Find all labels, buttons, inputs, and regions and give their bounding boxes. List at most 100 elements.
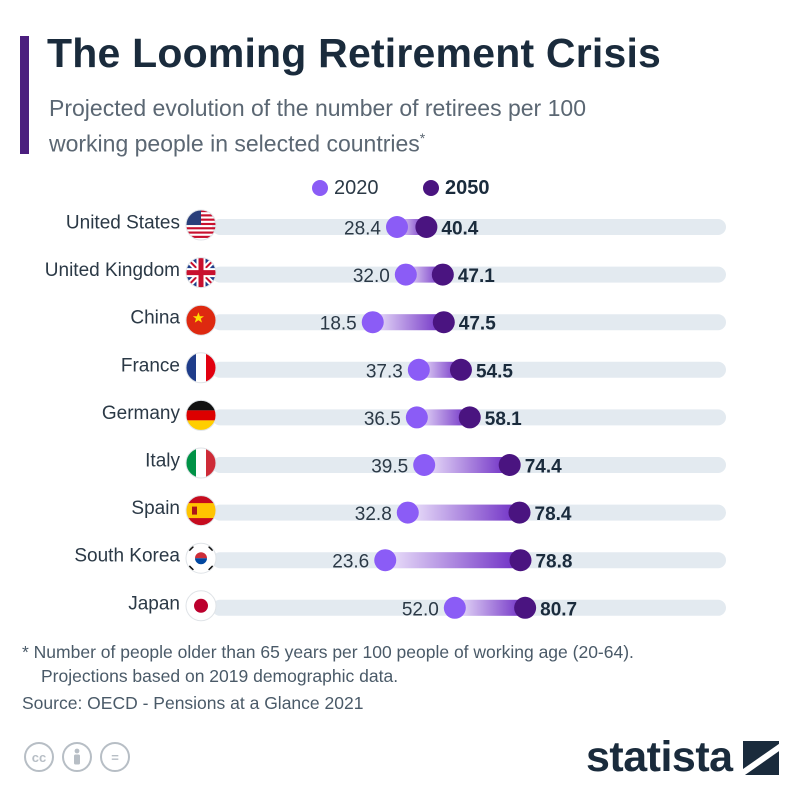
germany-flag-red: [186, 410, 216, 421]
value-label-2020: 39.5: [371, 457, 408, 478]
germany-flag-black: [186, 400, 216, 411]
value-label-2050: 40.4: [441, 219, 478, 240]
flag-inner: [186, 590, 216, 621]
value-label-2050: 78.4: [535, 504, 572, 525]
page-title: The Looming Retirement Crisis: [47, 30, 662, 76]
value-label-2050: 80.7: [540, 599, 577, 620]
korea-flag-trigrams: [188, 545, 214, 572]
category-label: Japan: [128, 593, 180, 614]
italy-flag-green: [186, 448, 196, 478]
dot-2050: [431, 263, 454, 286]
germany-flag-gold: [186, 420, 216, 431]
value-label-2020: 32.8: [355, 504, 392, 525]
uk-flag-icon: [185, 257, 217, 289]
italy-flag-red: [206, 448, 216, 478]
source-text: Source: OECD - Pensions at a Glance 2021: [22, 693, 364, 713]
dot-2050: [458, 406, 481, 429]
dot-2020: [413, 454, 436, 476]
range-bar: [418, 361, 461, 378]
range-bar: [372, 314, 444, 331]
korea-flag-blue: [195, 558, 207, 565]
south-korea-flag-icon: [185, 542, 217, 574]
value-label-2020: 18.5: [320, 314, 357, 335]
category-label: Germany: [102, 403, 181, 424]
value-label-2020: 28.4: [344, 219, 381, 240]
flag-border: [185, 352, 217, 384]
accent-bar: [20, 36, 29, 154]
flag-border: [185, 447, 217, 479]
category-label: United Kingdom: [45, 260, 180, 281]
legend-label-2050: 2050: [445, 177, 490, 199]
category-label: France: [121, 355, 180, 376]
category-label: China: [130, 308, 180, 329]
dot-2020: [361, 311, 384, 334]
value-label-2050: 54.5: [476, 361, 513, 382]
dot-2050: [432, 311, 455, 334]
track-bar: [212, 314, 726, 331]
dot-2020: [396, 501, 419, 524]
dot-2020: [386, 216, 408, 238]
range-bar: [385, 552, 521, 569]
brand-name: statista: [586, 733, 733, 781]
flag-border: [185, 399, 217, 431]
france-flag-white: [196, 352, 206, 383]
range-bar: [416, 409, 470, 426]
cc-label: cc: [31, 749, 47, 765]
dot-2050: [508, 501, 531, 524]
legend-swatch-2050: [423, 180, 439, 196]
us-flag-icon: [185, 209, 217, 241]
range-bar: [407, 504, 520, 521]
flag-border: [185, 542, 217, 574]
flag-border: [185, 209, 217, 241]
range-bar: [424, 457, 510, 473]
japan-flag-sun: [194, 598, 208, 613]
dot-2020: [394, 263, 417, 286]
nd-icon[interactable]: =: [100, 742, 130, 772]
value-label-2050: 47.5: [459, 314, 496, 335]
dot-2050: [498, 454, 521, 476]
value-label-2020: 32.0: [353, 266, 390, 287]
value-label-2050: 58.1: [485, 409, 522, 430]
flag-border: [185, 257, 217, 289]
category-label: United States: [66, 213, 180, 234]
japan-flag-icon: [185, 590, 217, 622]
dot-2050: [415, 216, 438, 238]
subtitle: Projected evolution of the number of ret…: [49, 93, 669, 159]
us-flag-stripe: [186, 235, 216, 238]
france-flag-blue: [186, 352, 196, 383]
dot-2050: [514, 596, 537, 619]
footnote-line-1: * Number of people older than 65 years p…: [22, 642, 634, 662]
dot-2050: [449, 358, 472, 381]
legend-label-2020: 2020: [334, 177, 379, 199]
flag-inner: [186, 448, 216, 478]
footnote-line-2: Projections based on 2019 demographic da…: [41, 666, 399, 686]
spain-flag-yellow: [186, 503, 216, 519]
flag-inner: [186, 400, 216, 431]
spain-flag-emblem: [192, 506, 197, 515]
subtitle-text: Projected evolution of the number of ret…: [49, 95, 586, 157]
germany-flag-icon: [185, 399, 217, 431]
france-flag-red: [206, 352, 216, 383]
license-icons: cc =: [24, 742, 130, 772]
value-label-2020: 23.6: [332, 552, 369, 573]
value-label-2020: 36.5: [364, 409, 401, 430]
flag-border: [185, 590, 217, 622]
value-label-2050: 74.4: [525, 457, 562, 478]
dot-2020: [443, 596, 466, 619]
person-icon: [74, 748, 80, 765]
footnote: * Number of people older than 65 years p…: [22, 640, 792, 688]
italy-flag-white: [196, 448, 206, 478]
value-label-2020: 52.0: [402, 599, 439, 620]
china-flag-star: [192, 312, 204, 323]
italy-flag-icon: [185, 447, 217, 479]
statista-logo[interactable]: statista: [586, 733, 779, 782]
category-label: Italy: [145, 451, 180, 472]
range-bar: [454, 599, 526, 616]
legend-swatch-2020: [312, 180, 328, 196]
by-icon[interactable]: [62, 742, 92, 772]
flag-inner: [186, 352, 216, 383]
cc-icon[interactable]: cc: [24, 742, 54, 772]
track-bar: [212, 219, 726, 235]
category-label: South Korea: [74, 546, 180, 567]
brand-mark-icon: [742, 740, 779, 775]
